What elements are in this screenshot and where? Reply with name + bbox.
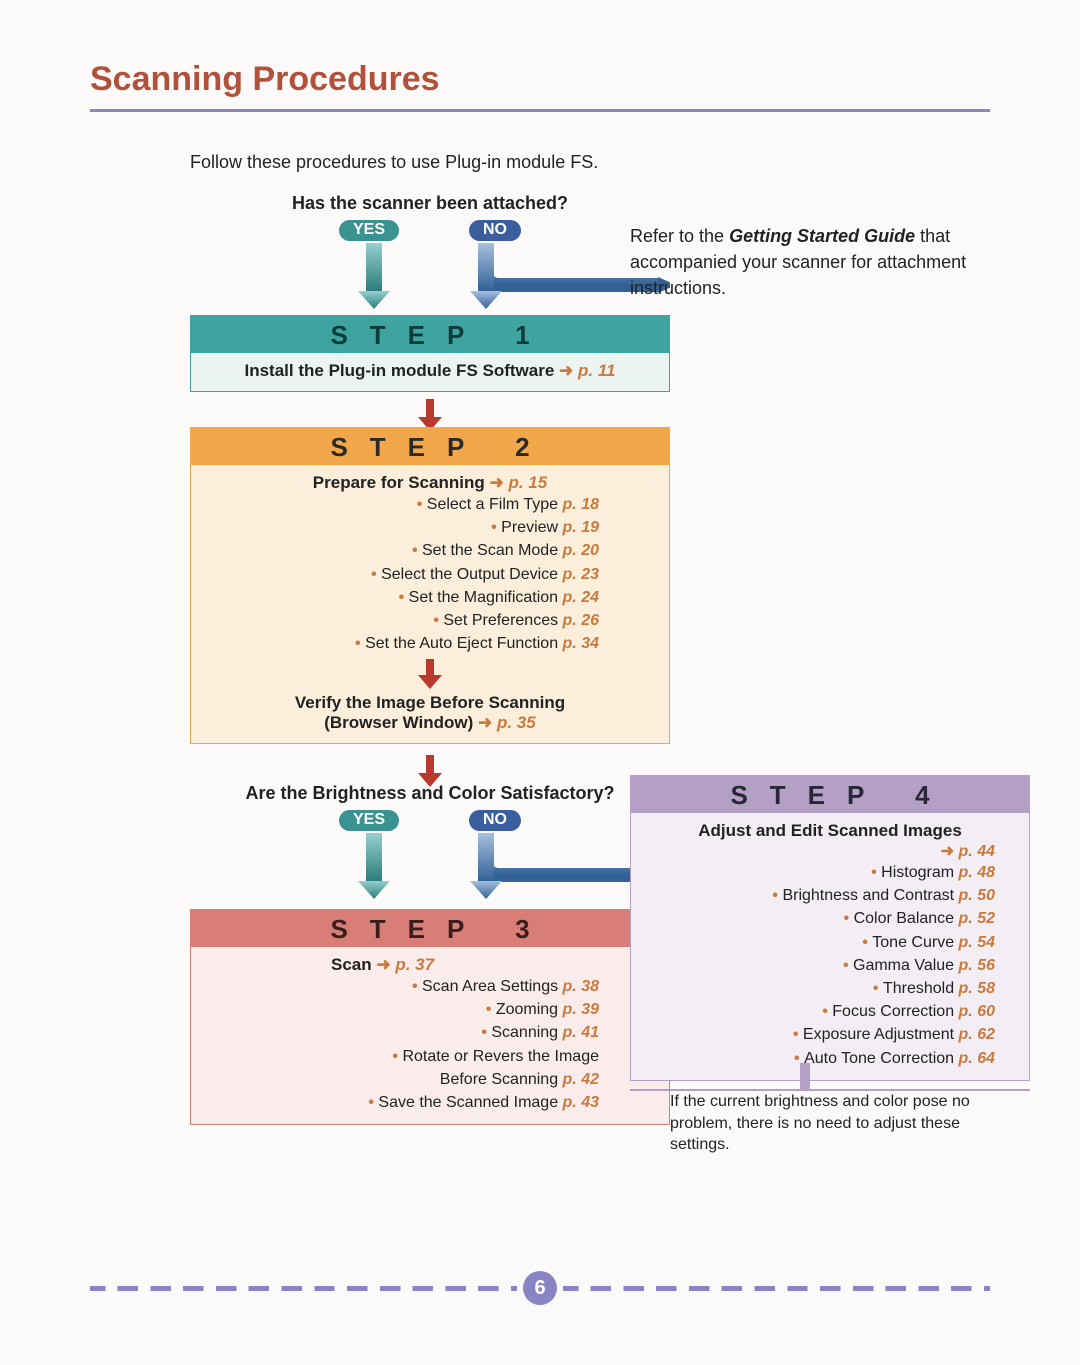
- yn-row-2: YES NO: [190, 810, 670, 831]
- dashes-right: [563, 1286, 990, 1291]
- page-ref[interactable]: p. 35: [478, 713, 536, 732]
- step2-title: Prepare for Scanning p. 15: [201, 473, 659, 493]
- page-number: 6: [523, 1271, 557, 1305]
- step1-box: STEP 1 Install the Plug-in module FS Sof…: [190, 315, 670, 392]
- no-pill-1: NO: [469, 220, 521, 241]
- page-ref[interactable]: p. 38: [563, 978, 599, 995]
- step3-bar: STEP 3: [191, 910, 669, 947]
- question1-text: Has the scanner been attached?: [190, 193, 670, 214]
- step4-title-pref: p. 44: [641, 841, 1019, 861]
- side-note-prefix: Refer to the: [630, 226, 729, 246]
- dashes-left: [90, 1286, 517, 1291]
- list-item: Select the Output Device p. 23: [201, 563, 599, 586]
- page: Scanning Procedures Follow these procedu…: [0, 0, 1080, 1283]
- step1-title: Install the Plug-in module FS Software p…: [201, 361, 659, 381]
- list-item: Color Balance p. 52: [641, 907, 995, 930]
- page-ref[interactable]: p. 37: [376, 955, 434, 974]
- step1-bar: STEP 1: [191, 316, 669, 353]
- intro-text: Follow these procedures to use Plug-in m…: [190, 152, 990, 173]
- yes-pill-1: YES: [339, 220, 399, 241]
- page-ref[interactable]: p. 48: [959, 864, 995, 881]
- list-item: Tone Curve p. 54: [641, 931, 995, 954]
- list-item: Threshold p. 58: [641, 977, 995, 1000]
- arrows-q2: [190, 831, 670, 901]
- step3-box: STEP 3 Scan p. 37 Scan Area Settings p. …: [190, 909, 670, 1125]
- page-ref[interactable]: p. 42: [563, 1071, 599, 1088]
- page-ref[interactable]: p. 11: [559, 361, 615, 380]
- step3-body: Scan p. 37 Scan Area Settings p. 38Zoomi…: [191, 947, 669, 1124]
- page-ref[interactable]: p. 50: [959, 887, 995, 904]
- connector-icon: [790, 1063, 820, 1091]
- list-item: Histogram p. 48: [641, 861, 995, 884]
- page-ref[interactable]: p. 26: [563, 612, 599, 629]
- step4-bar: STEP 4: [631, 776, 1029, 813]
- title-rule: [90, 109, 990, 112]
- yn-row-1: YES NO: [190, 220, 670, 241]
- page-ref[interactable]: p. 64: [959, 1050, 995, 1067]
- list-item: Scan Area Settings p. 38: [201, 975, 599, 998]
- list-item: Rotate or Revers the ImageBefore Scannin…: [201, 1045, 599, 1091]
- question2-text: Are the Brightness and Color Satisfactor…: [190, 783, 670, 804]
- page-number-bar: 6: [90, 1271, 990, 1305]
- page-ref[interactable]: p. 41: [563, 1024, 599, 1041]
- step2-items: Select a Film Type p. 18Preview p. 19Set…: [201, 493, 659, 655]
- page-ref[interactable]: p. 18: [563, 496, 599, 513]
- list-item: Set Preferences p. 26: [201, 609, 599, 632]
- page-ref[interactable]: p. 44: [941, 843, 995, 860]
- list-item: Set the Scan Mode p. 20: [201, 539, 599, 562]
- question1-block: Has the scanner been attached? YES NO: [190, 193, 670, 316]
- page-ref[interactable]: p. 39: [563, 1001, 599, 1018]
- step2-verify-title: Verify the Image Before Scanning (Browse…: [201, 693, 659, 733]
- step3-items: Scan Area Settings p. 38Zooming p. 39Sca…: [201, 975, 659, 1114]
- page-title: Scanning Procedures: [90, 60, 990, 99]
- list-item: Zooming p. 39: [201, 998, 599, 1021]
- list-item: Set the Magnification p. 24: [201, 586, 599, 609]
- footer-note: If the current brightness and color pose…: [630, 1089, 1030, 1156]
- list-item: Exposure Adjustment p. 62: [641, 1023, 995, 1046]
- side-note-bold: Getting Started Guide: [729, 226, 915, 246]
- step1-body: Install the Plug-in module FS Software p…: [191, 353, 669, 391]
- page-ref[interactable]: p. 56: [959, 957, 995, 974]
- flow-area: Has the scanner been attached? YES NO: [90, 193, 990, 1243]
- page-ref[interactable]: p. 20: [563, 542, 599, 559]
- list-item: Focus Correction p. 60: [641, 1000, 995, 1023]
- arrow-down-icon: [414, 659, 446, 689]
- page-ref[interactable]: p. 43: [563, 1094, 599, 1111]
- step2-box: STEP 2 Prepare for Scanning p. 15 Select…: [190, 427, 670, 744]
- page-ref[interactable]: p. 60: [959, 1003, 995, 1020]
- no-pill-2: NO: [469, 810, 521, 831]
- step4-title: Adjust and Edit Scanned Images: [641, 821, 1019, 841]
- step4-box: STEP 4 Adjust and Edit Scanned Images p.…: [630, 775, 1030, 1081]
- page-ref[interactable]: p. 52: [959, 910, 995, 927]
- step4-body: Adjust and Edit Scanned Images p. 44 His…: [631, 813, 1029, 1080]
- list-item: Preview p. 19: [201, 516, 599, 539]
- page-ref[interactable]: p. 24: [563, 589, 599, 606]
- page-ref[interactable]: p. 19: [563, 519, 599, 536]
- page-ref[interactable]: p. 54: [959, 934, 995, 951]
- list-item: Brightness and Contrast p. 50: [641, 884, 995, 907]
- question2-block: Are the Brightness and Color Satisfactor…: [190, 783, 670, 906]
- page-ref[interactable]: p. 34: [563, 635, 599, 652]
- list-item: Save the Scanned Image p. 43: [201, 1091, 599, 1114]
- page-ref[interactable]: p. 23: [563, 566, 599, 583]
- side-note-getting-started: Refer to the Getting Started Guide that …: [630, 223, 1030, 301]
- page-ref[interactable]: p. 58: [959, 980, 995, 997]
- list-item: Select a Film Type p. 18: [201, 493, 599, 516]
- step2-bar: STEP 2: [191, 428, 669, 465]
- step4-items: Histogram p. 48Brightness and Contrast p…: [641, 861, 1019, 1070]
- step2-body: Prepare for Scanning p. 15 Select a Film…: [191, 465, 669, 743]
- arrows-q1: [190, 241, 670, 311]
- page-ref[interactable]: p. 62: [959, 1026, 995, 1043]
- list-item: Gamma Value p. 56: [641, 954, 995, 977]
- step3-title: Scan p. 37: [201, 955, 659, 975]
- list-item: Set the Auto Eject Function p. 34: [201, 632, 599, 655]
- list-item: Scanning p. 41: [201, 1021, 599, 1044]
- yes-pill-2: YES: [339, 810, 399, 831]
- page-ref[interactable]: p. 15: [489, 473, 547, 492]
